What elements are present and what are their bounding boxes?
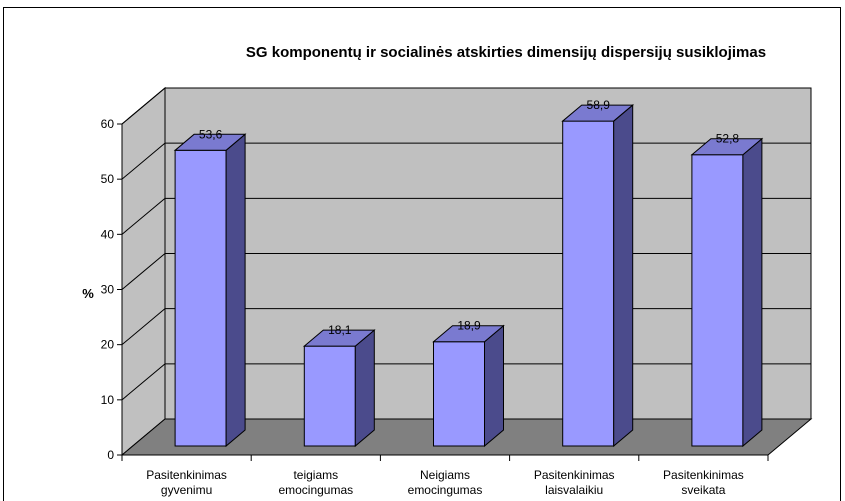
- bar: [174, 149, 227, 447]
- data-label: 53,6: [199, 127, 223, 141]
- x-tick-label: gyvenimu: [161, 483, 212, 497]
- bar-top: [561, 104, 635, 122]
- x-tick-label: emocingumas: [278, 483, 353, 497]
- x-tick-label: emocingumas: [408, 483, 483, 497]
- data-label: 58,9: [587, 98, 611, 112]
- x-tick-label: Pasitenkinimas: [146, 468, 227, 482]
- bar: [691, 154, 744, 447]
- x-tick-label: laisvalaikiu: [545, 483, 603, 497]
- y-tick-label: 10: [101, 393, 115, 407]
- x-tick-label: Neigiams: [420, 468, 470, 482]
- y-tick-label: 30: [101, 283, 115, 297]
- bar-side: [742, 137, 763, 448]
- bar-top: [690, 138, 764, 156]
- bar-side: [354, 329, 375, 448]
- bar: [562, 120, 615, 447]
- chart-title: SG komponentų ir socialinės atskirties d…: [246, 44, 766, 61]
- bar-side: [613, 103, 634, 448]
- x-tick-label: teigiams: [293, 468, 338, 482]
- bar-top: [302, 329, 376, 347]
- bar: [303, 345, 356, 447]
- y-tick-label: 20: [101, 338, 115, 352]
- y-tick-label: 50: [101, 172, 115, 186]
- data-label: 52,8: [716, 132, 740, 146]
- bar-side: [484, 324, 504, 448]
- y-tick-label: 0: [107, 448, 114, 462]
- x-tick-label: Pasitenkinimas: [534, 468, 615, 482]
- bar-top: [432, 325, 505, 343]
- bar: [433, 341, 485, 447]
- data-label: 18,9: [457, 319, 481, 333]
- gridline: [121, 87, 811, 125]
- y-tick-label: 60: [101, 117, 115, 131]
- y-axis-label: %: [82, 286, 94, 301]
- bar-top: [173, 133, 247, 151]
- bar-side: [225, 133, 246, 448]
- x-tick-label: sveikata: [681, 483, 725, 497]
- data-label: 18,1: [328, 323, 352, 337]
- x-tick-label: Pasitenkinimas: [663, 468, 744, 482]
- plot-area: 010203040506053,6Pasitenkinimasgyvenimu1…: [101, 86, 813, 497]
- y-tick-label: 40: [101, 227, 115, 241]
